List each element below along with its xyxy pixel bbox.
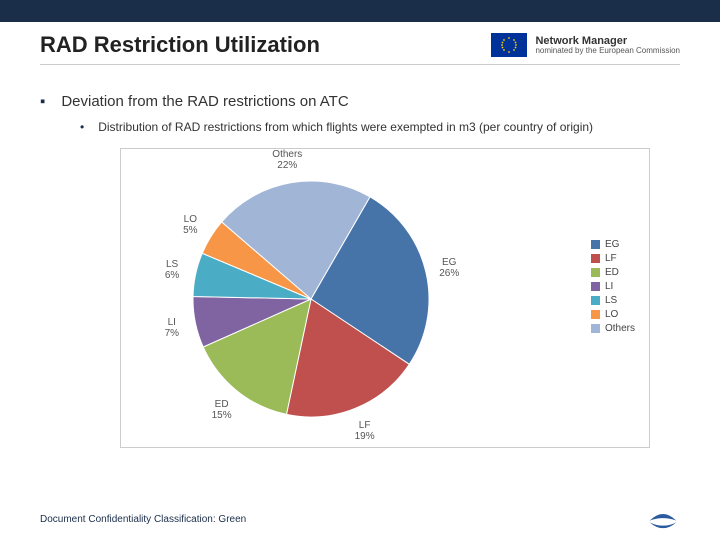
legend-label: LS	[605, 295, 617, 306]
legend-label: Others	[605, 323, 635, 334]
data-label: EG26%	[419, 257, 479, 279]
legend-swatch-icon	[591, 254, 600, 263]
bullet-l1-text: Deviation from the RAD restrictions on A…	[61, 93, 348, 110]
bullet-mark-icon: •	[80, 120, 84, 134]
legend-swatch-icon	[591, 268, 600, 277]
data-label: LF19%	[335, 420, 395, 442]
title-row: RAD Restriction Utilization Network Mana…	[0, 22, 720, 64]
legend-label: EG	[605, 239, 619, 250]
bullet-l2-text: Distribution of RAD restrictions from wh…	[98, 120, 593, 134]
legend-label: LI	[605, 281, 613, 292]
legend-swatch-icon	[591, 282, 600, 291]
legend-item: LO	[591, 309, 635, 320]
legend-item: EG	[591, 239, 635, 250]
content-area: ▪ Deviation from the RAD restrictions on…	[0, 65, 720, 448]
data-label: LS6%	[142, 259, 202, 281]
data-label: ED15%	[192, 399, 252, 421]
brand-line2: nominated by the European Commission	[535, 47, 680, 56]
eu-flag-icon	[491, 33, 527, 57]
legend: EG LF ED LI LS LO Others	[591, 239, 635, 337]
legend-swatch-icon	[591, 310, 600, 319]
footer-text: Document Confidentiality Classification:…	[40, 514, 646, 525]
top-bar	[0, 0, 720, 22]
legend-item: LS	[591, 295, 635, 306]
legend-item: LF	[591, 253, 635, 264]
footer: Document Confidentiality Classification:…	[0, 504, 720, 534]
pie-chart: EG26% LF19% ED15% LI7% LS6% LO5% Others22% EG L…	[120, 148, 650, 448]
legend-label: LF	[605, 253, 617, 264]
legend-item: Others	[591, 323, 635, 334]
data-label: Others22%	[257, 149, 317, 171]
bullet-mark-icon: ▪	[40, 93, 45, 110]
legend-item: LI	[591, 281, 635, 292]
brand-block: Network Manager nominated by the Europea…	[491, 33, 680, 57]
bullet-level1: ▪ Deviation from the RAD restrictions on…	[40, 93, 680, 110]
bullet-level2: • Distribution of RAD restrictions from …	[80, 120, 680, 134]
brand-text: Network Manager nominated by the Europea…	[535, 35, 680, 56]
legend-swatch-icon	[591, 240, 600, 249]
page-title: RAD Restriction Utilization	[40, 32, 491, 58]
legend-label: LO	[605, 309, 618, 320]
legend-item: ED	[591, 267, 635, 278]
pie-wrap	[191, 179, 431, 419]
legend-label: ED	[605, 267, 619, 278]
eurocontrol-logo-icon	[646, 504, 680, 534]
data-label: LI7%	[142, 317, 202, 339]
legend-swatch-icon	[591, 296, 600, 305]
legend-swatch-icon	[591, 324, 600, 333]
data-label: LO5%	[160, 214, 220, 236]
brand-line1: Network Manager	[535, 35, 680, 47]
